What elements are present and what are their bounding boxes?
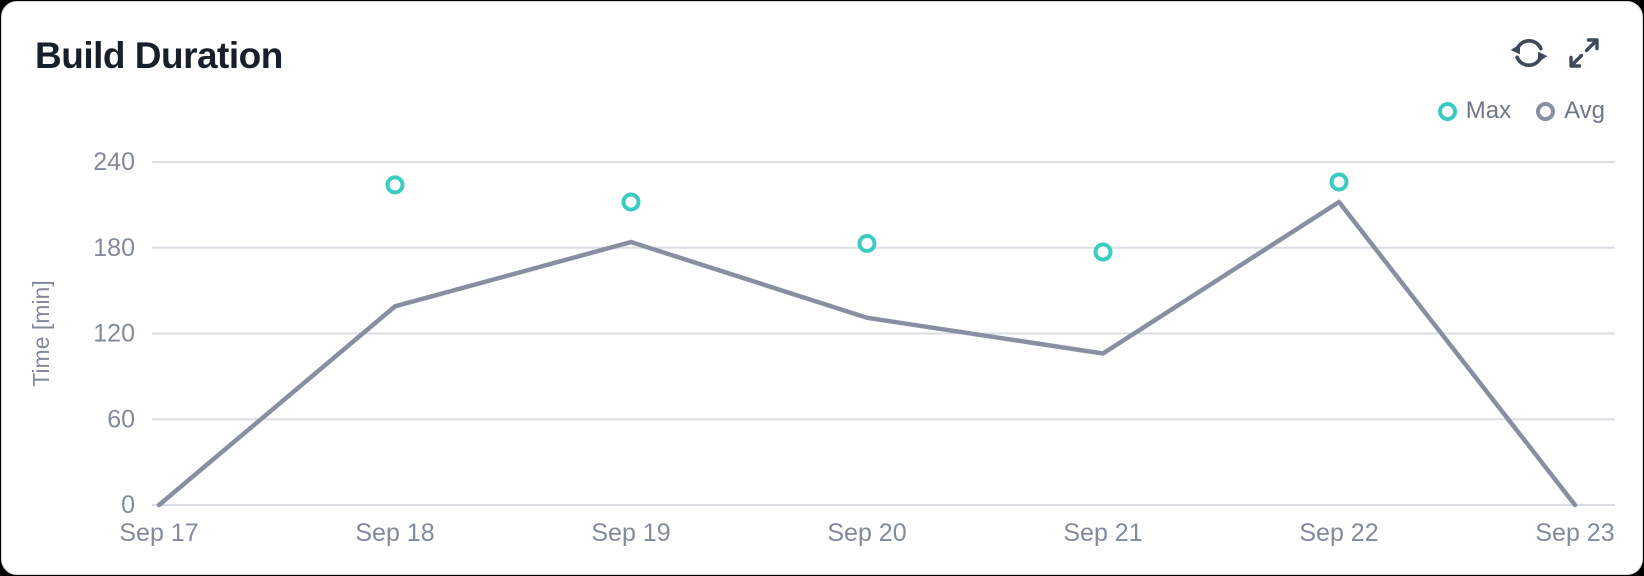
y-tick-label: 60 xyxy=(107,405,135,433)
avg-marker-icon xyxy=(1536,101,1556,121)
refresh-icon xyxy=(1508,32,1550,77)
y-tick-label: 120 xyxy=(93,320,135,348)
x-tick-label: Sep 21 xyxy=(1063,519,1142,547)
x-tick-label: Sep 18 xyxy=(355,519,434,547)
refresh-button[interactable] xyxy=(1508,32,1550,77)
y-tick-label: 240 xyxy=(93,148,135,176)
avg-line xyxy=(156,199,1578,508)
max-point xyxy=(621,192,641,212)
legend-label-avg: Avg xyxy=(1564,97,1605,124)
chart-title: Build Duration xyxy=(35,35,283,76)
max-point xyxy=(1329,172,1349,192)
y-tick-label: 0 xyxy=(121,491,135,519)
max-point xyxy=(1093,242,1113,262)
x-tick-label: Sep 22 xyxy=(1299,519,1378,547)
max-point xyxy=(857,233,877,253)
max-point xyxy=(385,175,405,195)
x-tick-label: Sep 19 xyxy=(591,519,670,547)
x-tick-label: Sep 23 xyxy=(1535,519,1614,547)
y-axis-label: Time [min] xyxy=(28,280,54,387)
max-marker-icon xyxy=(1437,101,1457,121)
legend-item-avg[interactable]: Avg xyxy=(1536,97,1605,125)
legend-item-max[interactable]: Max xyxy=(1437,97,1512,125)
legend-label-max: Max xyxy=(1465,97,1512,124)
x-tick-label: Sep 20 xyxy=(827,519,906,547)
y-tick-label: 180 xyxy=(93,234,135,262)
expand-icon xyxy=(1566,35,1602,74)
legend: Max Avg xyxy=(1437,97,1605,125)
x-tick-label: Sep 17 xyxy=(119,519,198,547)
expand-button[interactable] xyxy=(1566,35,1602,74)
toolbar xyxy=(1508,32,1602,77)
